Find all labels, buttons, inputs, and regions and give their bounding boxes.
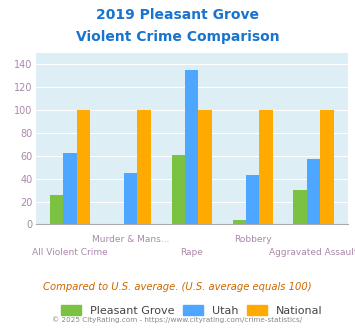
Legend: Pleasant Grove, Utah, National: Pleasant Grove, Utah, National bbox=[61, 306, 323, 316]
Bar bbox=[137, 110, 151, 224]
Bar bbox=[233, 220, 246, 224]
Text: Aggravated Assault: Aggravated Assault bbox=[269, 248, 355, 257]
Bar bbox=[63, 153, 77, 224]
Bar bbox=[50, 195, 63, 224]
Text: © 2025 CityRating.com - https://www.cityrating.com/crime-statistics/: © 2025 CityRating.com - https://www.city… bbox=[53, 317, 302, 323]
Bar bbox=[77, 110, 90, 224]
Bar bbox=[260, 110, 273, 224]
Text: All Violent Crime: All Violent Crime bbox=[32, 248, 108, 257]
Text: Murder & Mans...: Murder & Mans... bbox=[92, 235, 169, 244]
Bar bbox=[320, 110, 334, 224]
Bar bbox=[124, 173, 137, 224]
Bar bbox=[294, 190, 307, 224]
Text: Rape: Rape bbox=[180, 248, 203, 257]
Text: 2019 Pleasant Grove: 2019 Pleasant Grove bbox=[96, 8, 259, 22]
Bar bbox=[171, 155, 185, 224]
Bar bbox=[185, 70, 198, 224]
Bar bbox=[246, 175, 260, 224]
Text: Violent Crime Comparison: Violent Crime Comparison bbox=[76, 30, 279, 44]
Bar bbox=[198, 110, 212, 224]
Bar bbox=[307, 159, 320, 224]
Text: Robbery: Robbery bbox=[234, 235, 272, 244]
Text: Compared to U.S. average. (U.S. average equals 100): Compared to U.S. average. (U.S. average … bbox=[43, 282, 312, 292]
